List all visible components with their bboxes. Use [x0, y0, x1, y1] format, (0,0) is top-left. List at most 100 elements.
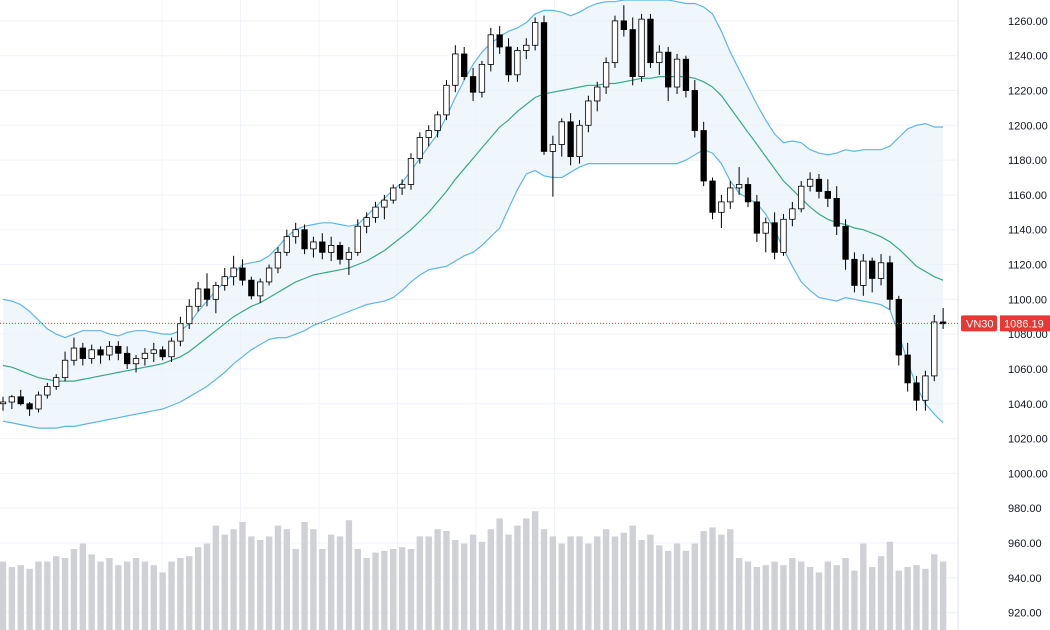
candle-down: [79, 347, 86, 359]
candle-up: [150, 349, 157, 354]
candle-up: [212, 285, 220, 300]
candle-down: [17, 396, 24, 405]
volume-bar: [416, 536, 424, 630]
volume-bar: [931, 554, 938, 630]
volume-bar: [585, 543, 592, 630]
volume-bar: [851, 570, 858, 630]
candle-up: [0, 401, 7, 405]
candle-down: [895, 298, 902, 356]
price-tag-background: [1000, 315, 1050, 332]
volume-bar: [523, 518, 530, 630]
candle-up: [478, 63, 486, 93]
volume-bar: [798, 561, 805, 630]
candle-up: [931, 321, 938, 377]
volume-bar: [531, 511, 539, 630]
candle-up: [789, 208, 796, 220]
volume-bar: [186, 556, 193, 630]
volume-bar: [132, 558, 140, 630]
candle-down: [753, 201, 761, 234]
volume-bar: [735, 558, 743, 630]
volume-bar: [594, 536, 601, 630]
volume-bar: [514, 525, 521, 630]
volume-bar: [762, 565, 769, 630]
y-tick-label: 1200.00: [1008, 120, 1048, 132]
volume-bar: [159, 572, 166, 630]
candle-up: [673, 58, 681, 88]
volume-bar: [753, 567, 761, 630]
candle-down: [115, 345, 122, 354]
candle-up: [168, 340, 175, 358]
candle-down: [239, 267, 246, 281]
y-tick-label: 1220.00: [1008, 85, 1048, 97]
candle-up: [860, 260, 867, 286]
volume-bar: [212, 525, 220, 630]
volume-bar: [868, 567, 876, 630]
volume-bar: [292, 549, 299, 630]
volume-bar: [150, 565, 157, 630]
candle-down: [647, 18, 654, 64]
volume-bar: [815, 572, 823, 630]
candle-up: [310, 241, 317, 250]
price-axis[interactable]: 920.00 940.00 960.00 980.00 1000.00 1020.00 10…: [1008, 16, 1048, 620]
volume-bar: [664, 550, 672, 630]
volume-bar: [505, 534, 512, 630]
volume-bar: [8, 567, 16, 630]
volume-bar: [886, 541, 894, 630]
volume-bar: [744, 561, 752, 630]
candle-up: [221, 276, 228, 286]
candle-up: [8, 396, 16, 403]
candle-up: [514, 50, 521, 76]
candle-down: [913, 382, 920, 401]
candle-up: [328, 244, 335, 253]
volume-bar: [638, 540, 645, 630]
candle-up: [141, 352, 149, 359]
volume-bar: [461, 543, 468, 630]
volume-bar: [381, 550, 388, 630]
volume-bar: [895, 570, 902, 630]
volume-bar: [310, 529, 317, 630]
candle-down: [665, 51, 672, 88]
volume-bar: [567, 536, 574, 630]
volume-bar: [168, 561, 175, 630]
symbol-tag-background: [961, 315, 997, 332]
volume-bar: [123, 561, 131, 630]
candle-down: [682, 58, 690, 91]
volume-bar: [194, 547, 202, 630]
y-tick-label: 1120.00: [1008, 260, 1047, 272]
candle-down: [540, 22, 548, 152]
y-tick-label: 920.00: [1008, 608, 1042, 620]
candle-up: [283, 236, 290, 253]
volume-bar: [824, 561, 832, 630]
candle-up: [718, 201, 725, 213]
candle-down: [469, 76, 477, 93]
candle-up: [35, 394, 42, 410]
volume-bar: [939, 561, 947, 630]
volume-bar: [789, 558, 796, 630]
volume-bar: [904, 567, 911, 630]
candle-down: [771, 222, 778, 253]
moving-average-line: [2, 76, 944, 382]
y-tick-label: 1060.00: [1008, 364, 1048, 376]
volume-bar: [691, 543, 698, 630]
volume-bar: [35, 561, 42, 630]
candle-up: [532, 22, 539, 46]
candle-down: [851, 258, 858, 286]
candle-up: [523, 44, 530, 51]
volume-bar: [620, 532, 628, 630]
volume-bar: [922, 568, 929, 630]
candle-up: [194, 288, 202, 307]
candle-up: [922, 375, 929, 401]
volume-bar: [79, 543, 87, 630]
candle-up: [257, 281, 264, 297]
y-tick-label: 960.00: [1008, 538, 1042, 550]
volume-bar: [372, 552, 379, 630]
candle-up: [274, 251, 282, 269]
candle-up: [363, 217, 370, 227]
volume-bar: [842, 558, 849, 630]
candle-down: [97, 349, 104, 356]
volume-bar: [647, 534, 654, 630]
volume-bar: [700, 531, 707, 630]
price-tag-label: 1086.19: [1004, 318, 1044, 330]
candle-down: [904, 354, 911, 384]
